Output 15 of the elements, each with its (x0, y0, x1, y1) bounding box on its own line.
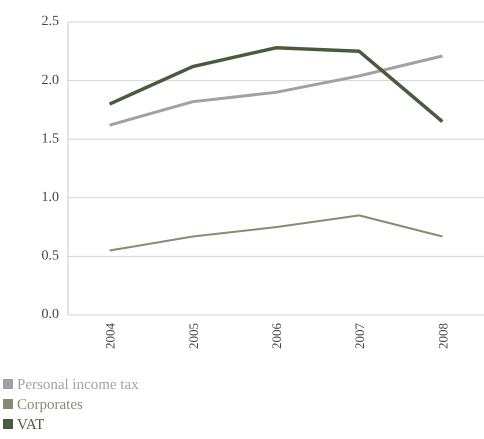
y-tick-label: 0.0 (42, 307, 59, 322)
x-tick-label: 2005 (186, 323, 201, 349)
x-tick-label: 2006 (269, 322, 284, 349)
x-tick-label: 2007 (352, 322, 368, 349)
y-tick-label: 2.5 (42, 14, 59, 30)
y-tick-label: 0.5 (42, 248, 59, 264)
y-tick-label: 2.0 (42, 72, 59, 88)
legend-label: Personal income tax (17, 377, 140, 393)
x-tick-label: 2004 (102, 322, 118, 349)
line-series (108, 214, 444, 252)
y-tick-label: 1.0 (42, 190, 59, 206)
y-tick-label: 1.5 (42, 131, 59, 146)
legend-label: VAT (17, 417, 44, 433)
legend-label: Corporates (17, 397, 83, 413)
x-tick-label: 2008 (435, 323, 450, 349)
